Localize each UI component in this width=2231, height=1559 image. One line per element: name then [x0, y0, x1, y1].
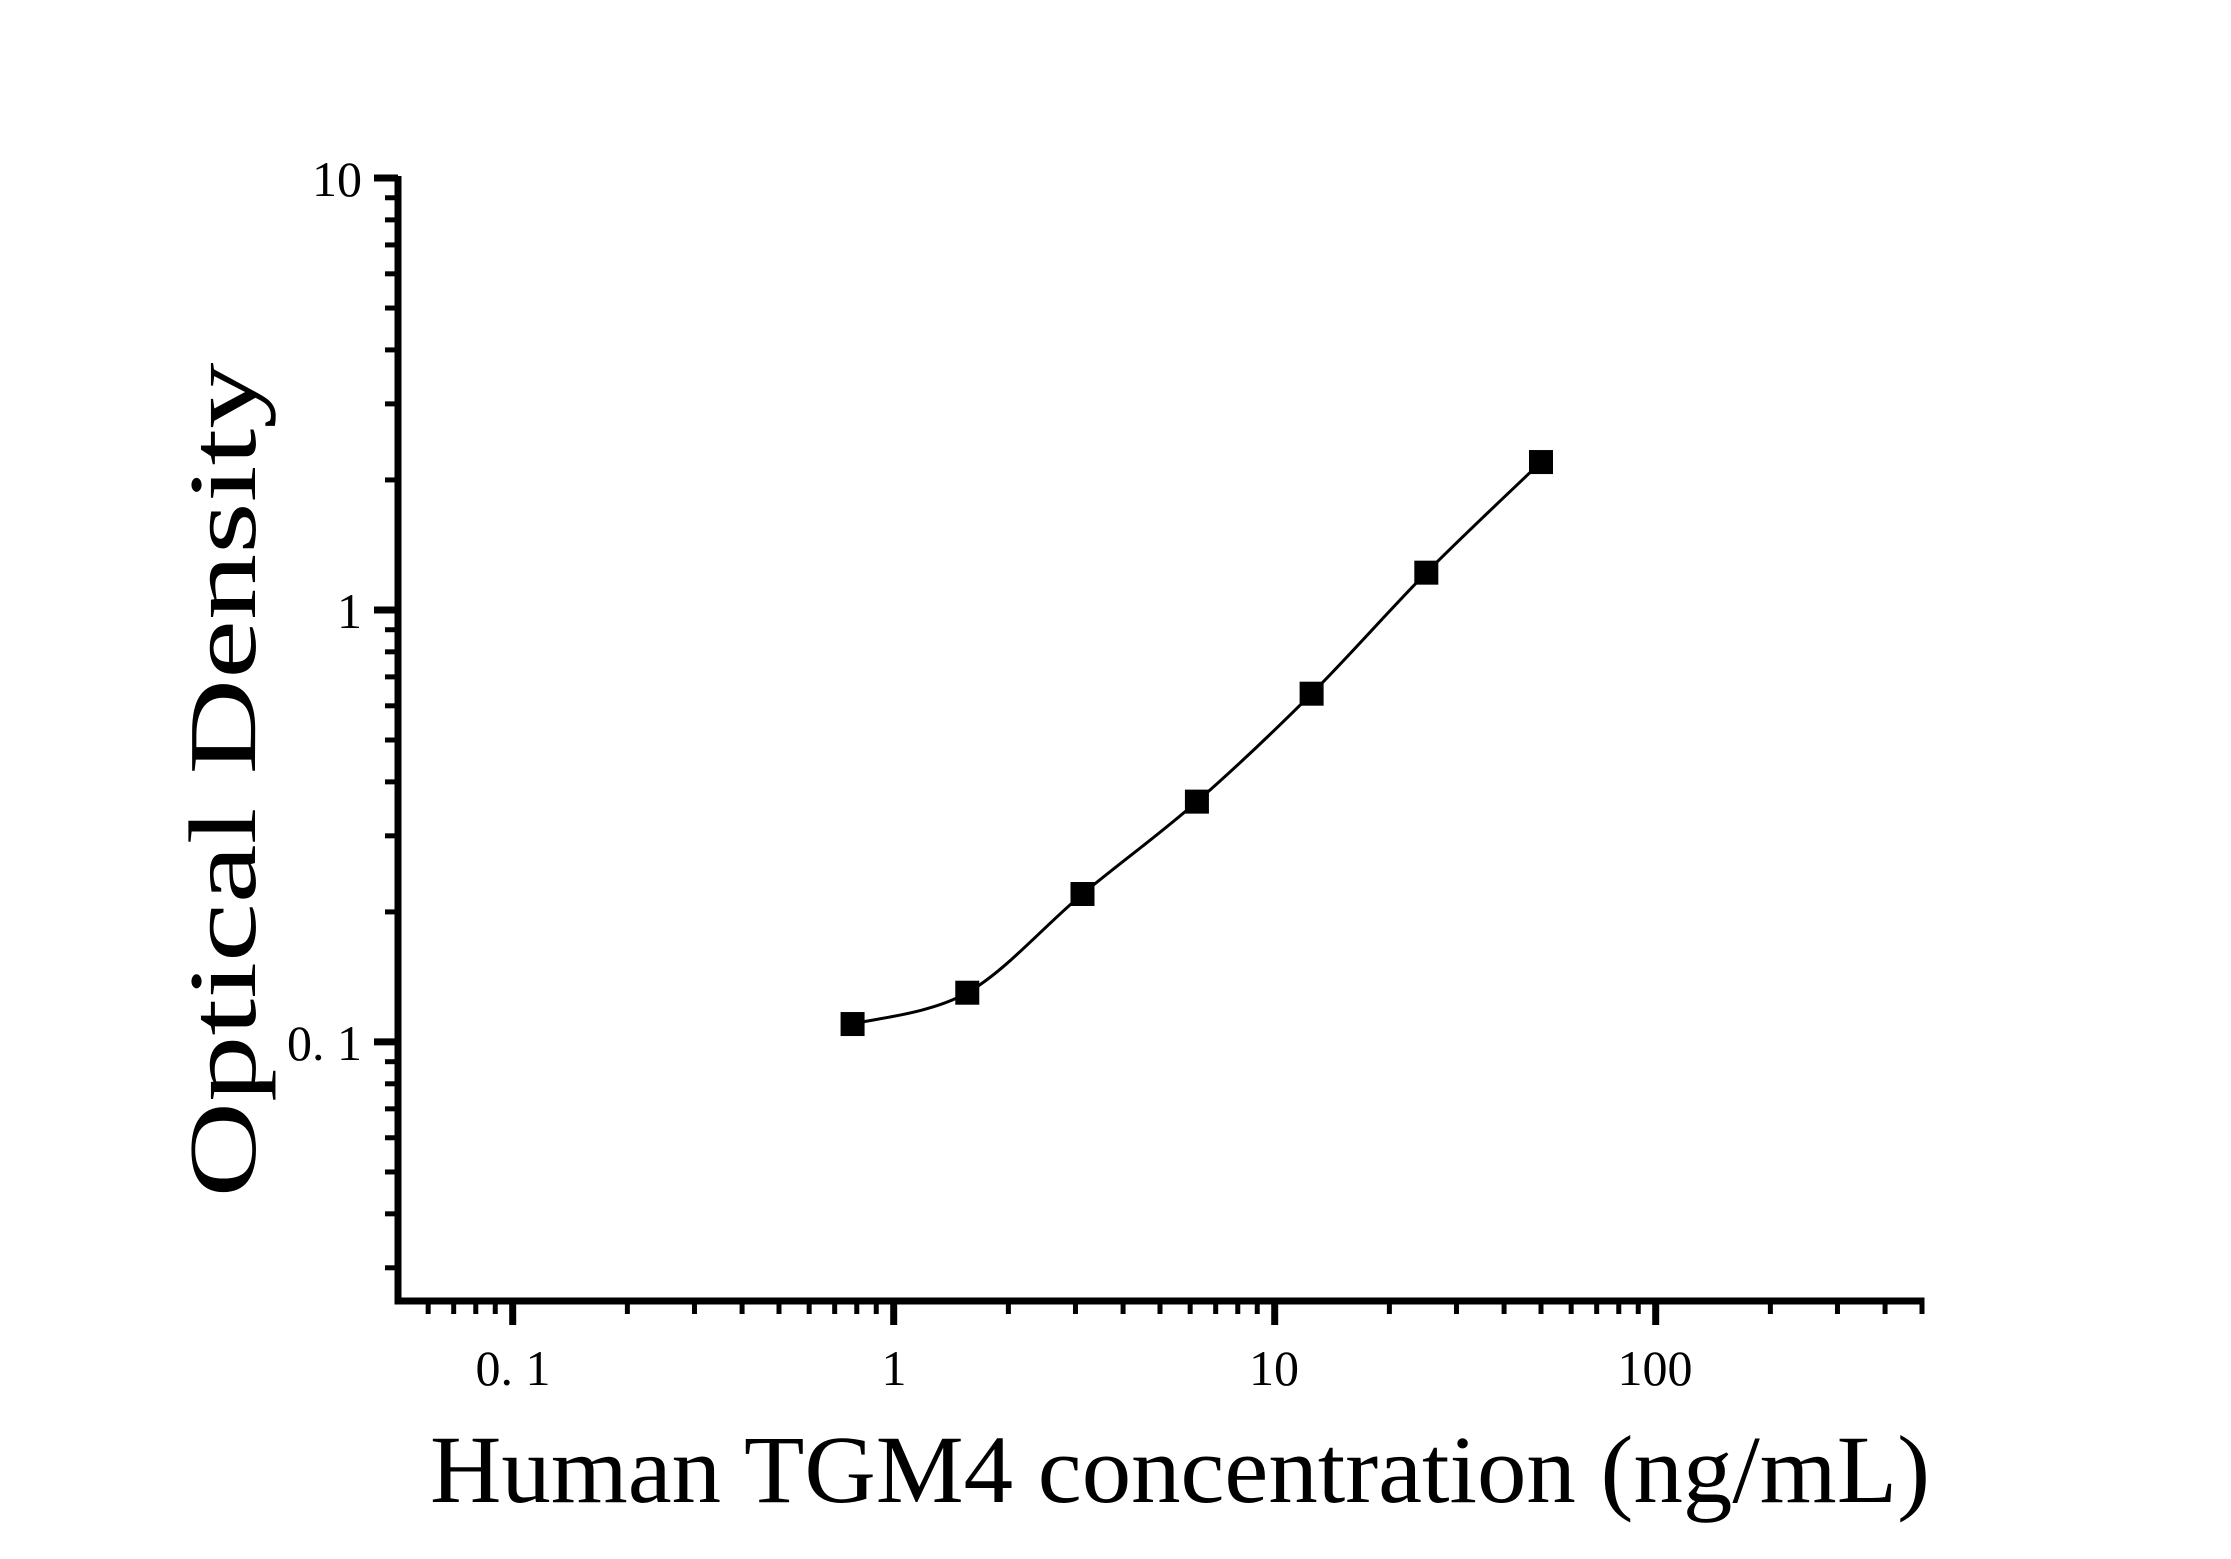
y-tick-label-1: 1	[337, 583, 362, 639]
x-tick-label-100: 100	[1618, 1340, 1693, 1396]
data-point-marker	[840, 1012, 865, 1037]
x-axis-title: Human TGM4 concentration (ng/mL)	[430, 1416, 1930, 1523]
y-axis-title: Optical Density	[169, 363, 276, 1198]
y-tick-label-10: 10	[312, 151, 362, 207]
data-point-marker	[1070, 882, 1095, 907]
y-tick-label-0.1: 0. 1	[287, 1015, 362, 1071]
x-tick-label-10: 10	[1249, 1340, 1299, 1396]
data-point-marker	[1414, 560, 1439, 585]
data-point-marker	[1299, 681, 1324, 706]
data-point-marker	[955, 980, 980, 1005]
x-tick-label-1: 1	[882, 1340, 907, 1396]
standard-curve-line	[852, 461, 1543, 1026]
x-tick-label-0.1: 0. 1	[476, 1340, 551, 1396]
data-point-marker	[1529, 450, 1553, 475]
data-point-marker	[1184, 789, 1209, 814]
plot-generated-layer	[374, 174, 1925, 1325]
